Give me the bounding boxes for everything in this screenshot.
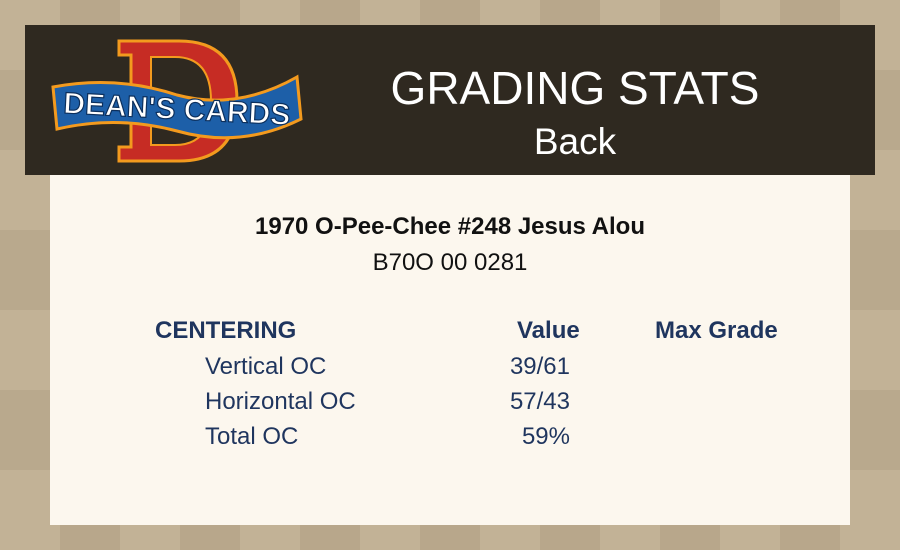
column-header-max-grade: Max Grade: [655, 317, 778, 344]
header: DEAN'S CARDS GRADING STATS Back: [25, 25, 875, 175]
cert-number: B70O 00 0281: [372, 249, 528, 276]
card-title: 1970 O-Pee-Chee #248 Jesus Alou: [255, 213, 645, 240]
stats-panel: 1970 O-Pee-Chee #248 Jesus Alou B70O 00 …: [50, 175, 850, 525]
row-label-horizontal-oc: Horizontal OC: [205, 388, 356, 415]
row-value-horizontal-oc: 57/43: [509, 388, 570, 415]
row-label-vertical-oc: Vertical OC: [205, 353, 327, 380]
row-value-vertical-oc: 39/61: [509, 353, 570, 380]
page-title: GRADING STATS: [390, 62, 760, 114]
row-value-total-oc: 59%: [521, 423, 570, 450]
deans-cards-logo: DEAN'S CARDS: [51, 39, 303, 163]
row-label-total-oc: Total OC: [205, 423, 299, 450]
column-header-value: Value: [517, 317, 580, 344]
page-subtitle: Back: [533, 121, 617, 162]
section-header-centering: CENTERING: [155, 317, 297, 344]
